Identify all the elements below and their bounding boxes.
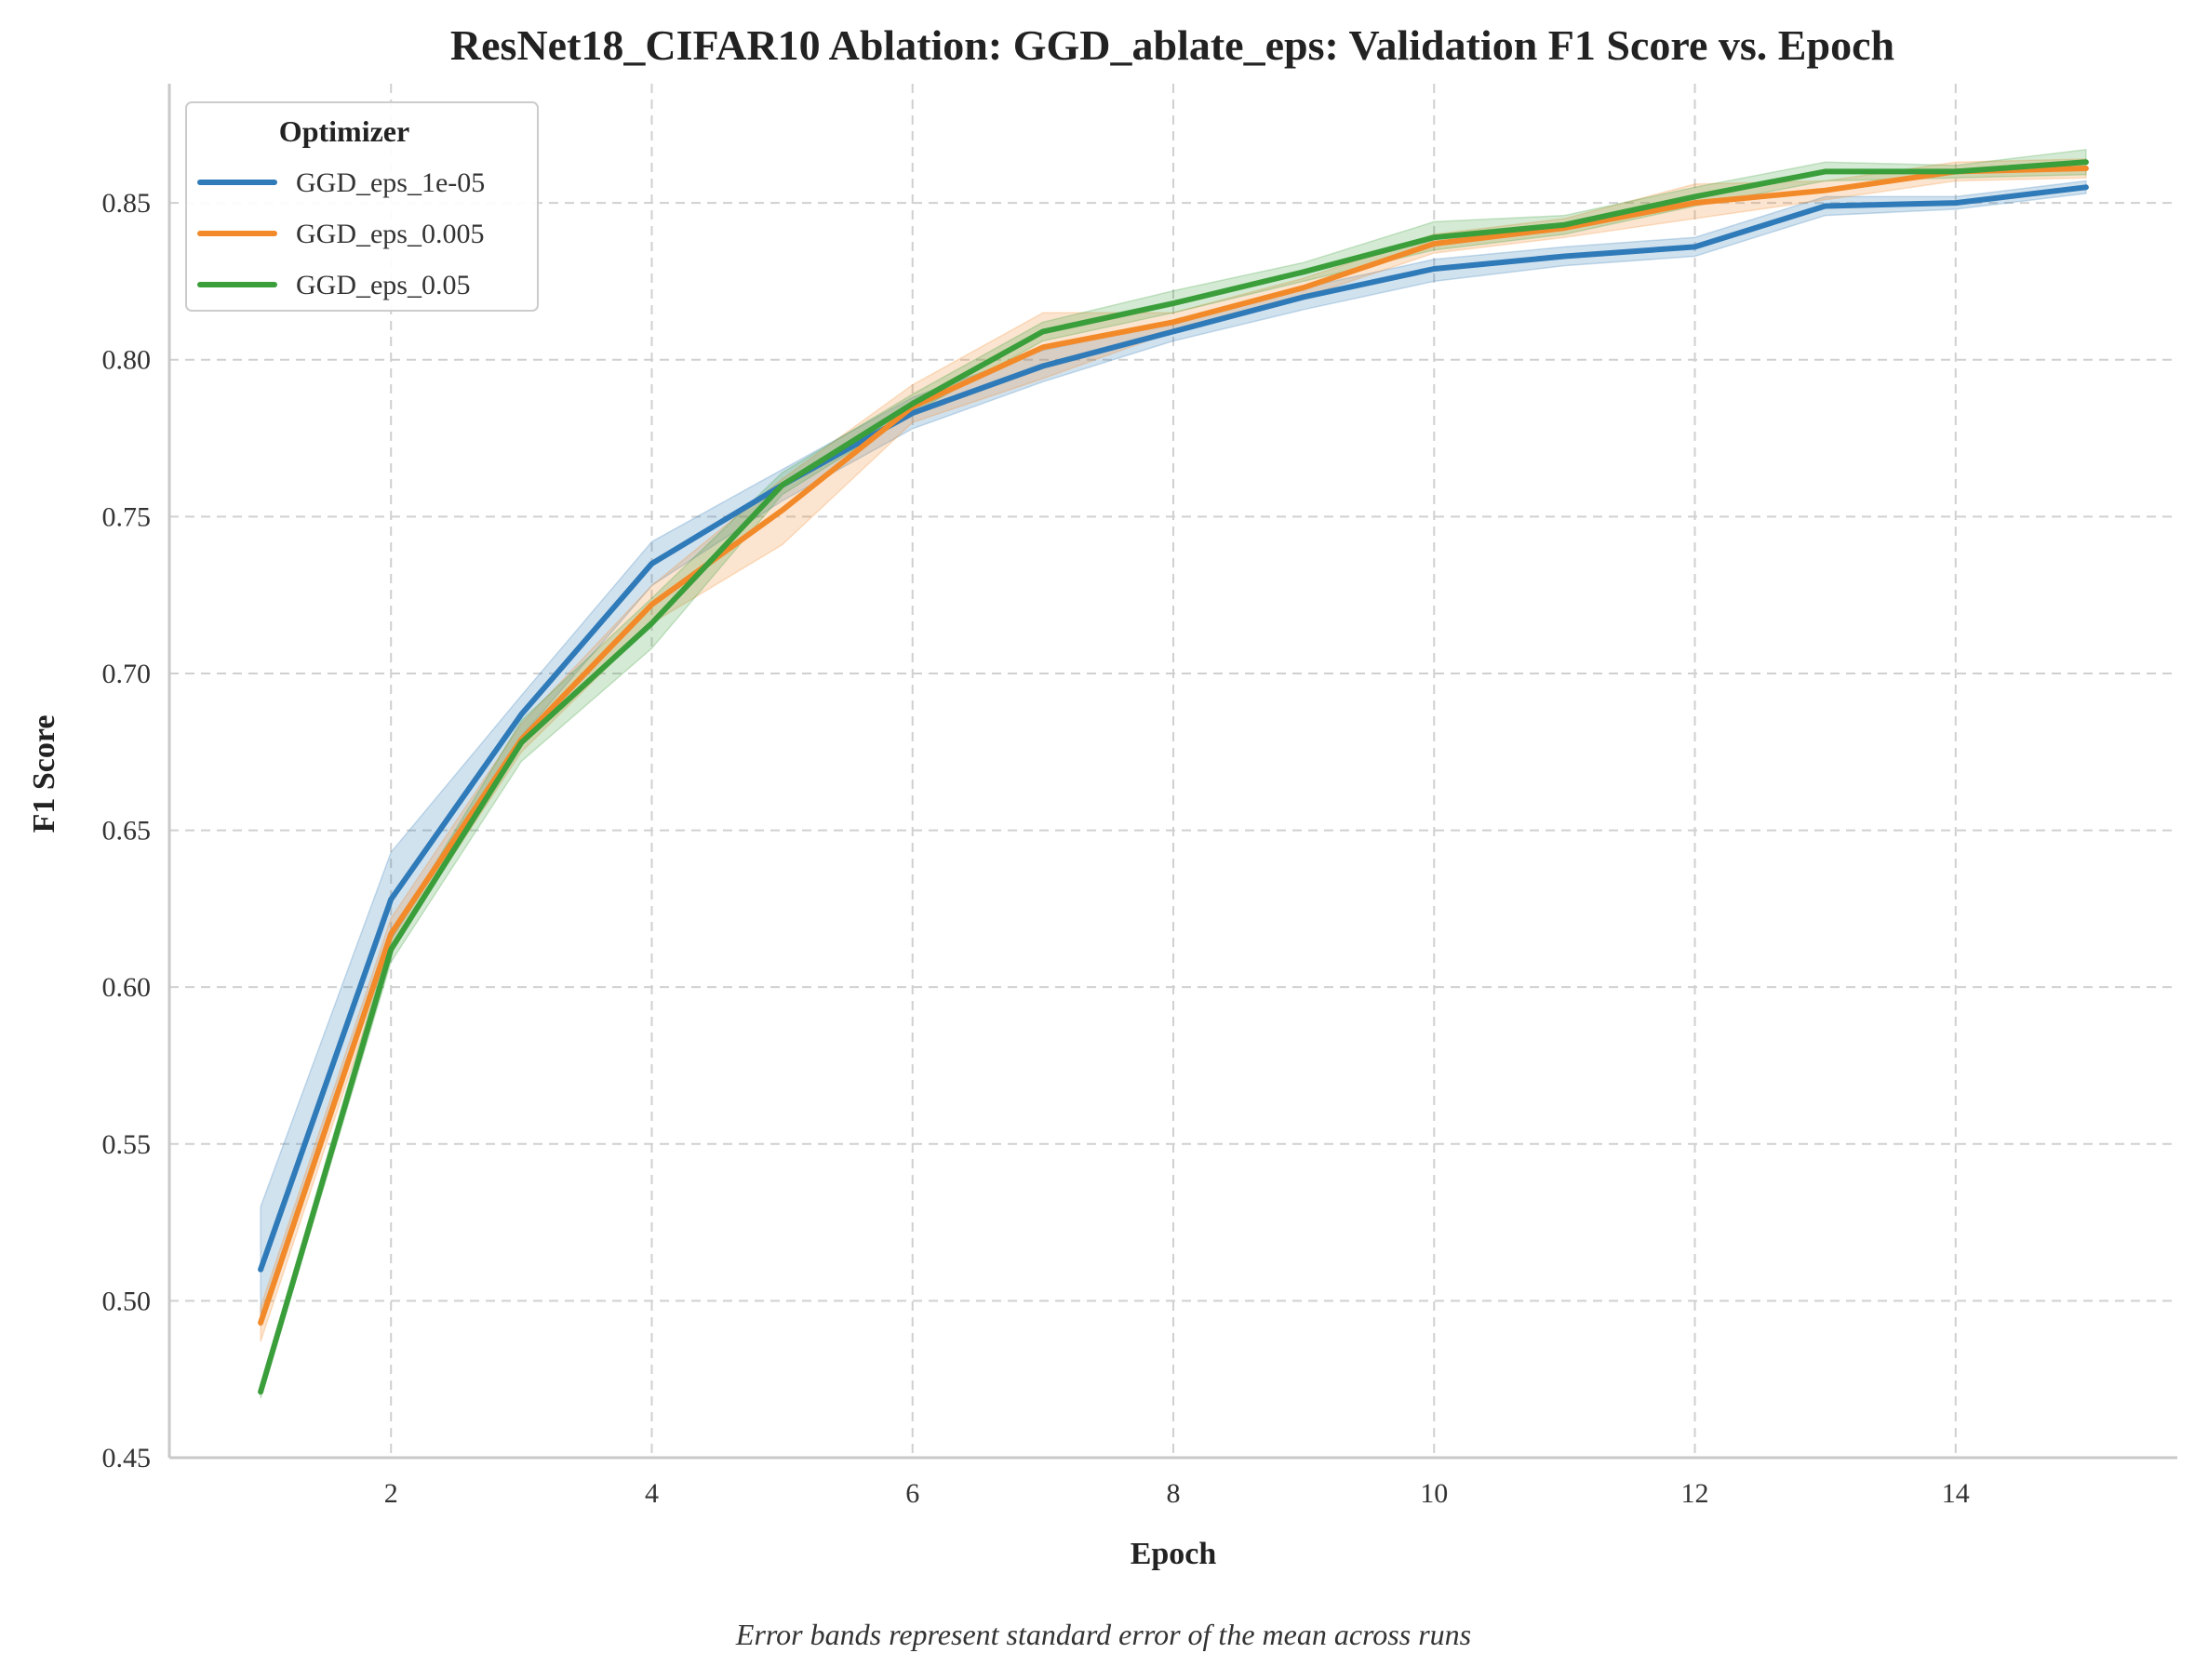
y-tick-label: 0.65: [102, 816, 152, 847]
legend-box: [185, 101, 539, 312]
y-axis-ticks: 0.45 0.50 0.55 0.60 0.65 0.70 0.75 0.80 0.85: [102, 188, 152, 1473]
legend-label-0: GGD_eps_1e-05: [296, 167, 485, 198]
error-band-2: [260, 148, 2087, 1399]
legend-label-2: GGD_eps_0.05: [296, 270, 471, 300]
y-tick-label: 0.75: [102, 501, 152, 532]
y-tick-label: 0.55: [102, 1129, 152, 1160]
x-axis-label: Epoch: [1131, 1537, 1217, 1571]
grid-lines: [169, 84, 2177, 1458]
series-line-0: [258, 184, 2089, 1273]
x-tick-label: 6: [905, 1478, 919, 1509]
legend-title: Optimizer: [279, 114, 409, 148]
chart-caption: Error bands represent standard error of …: [735, 1618, 1471, 1651]
chart-title: ResNet18_CIFAR10 Ablation: GGD_ablate_ep…: [450, 21, 1894, 69]
x-axis-ticks: 2 4 6 8 10 12 14: [384, 1478, 1970, 1509]
y-tick-label: 0.50: [102, 1286, 152, 1316]
series-line-2: [258, 159, 2089, 1395]
error-bands: [260, 148, 2087, 1399]
axes-spines: [167, 84, 2177, 1460]
y-tick-label: 0.70: [102, 659, 152, 689]
error-band-0: [260, 180, 2087, 1327]
y-tick-label: 0.85: [102, 188, 152, 219]
legend: Optimizer GGD_eps_1e-05GGD_eps_0.005GGD_…: [185, 101, 539, 312]
series-line-1: [258, 166, 2089, 1326]
x-tick-label: 12: [1681, 1478, 1709, 1509]
y-tick-label: 0.45: [102, 1443, 152, 1473]
y-axis-label: F1 Score: [27, 715, 61, 833]
x-tick-label: 2: [384, 1478, 398, 1509]
x-tick-label: 8: [1167, 1478, 1181, 1509]
x-tick-label: 4: [645, 1478, 659, 1509]
series-lines: [258, 159, 2089, 1395]
error-band-1: [260, 158, 2087, 1342]
y-tick-label: 0.80: [102, 345, 152, 376]
x-tick-label: 10: [1420, 1478, 1448, 1509]
x-tick-label: 14: [1942, 1478, 1970, 1509]
y-tick-label: 0.60: [102, 972, 152, 1003]
legend-label-1: GGD_eps_0.005: [296, 219, 485, 249]
legend-items: GGD_eps_1e-05 GGD_eps_0.005 GGD_eps_0.05: [197, 167, 485, 300]
